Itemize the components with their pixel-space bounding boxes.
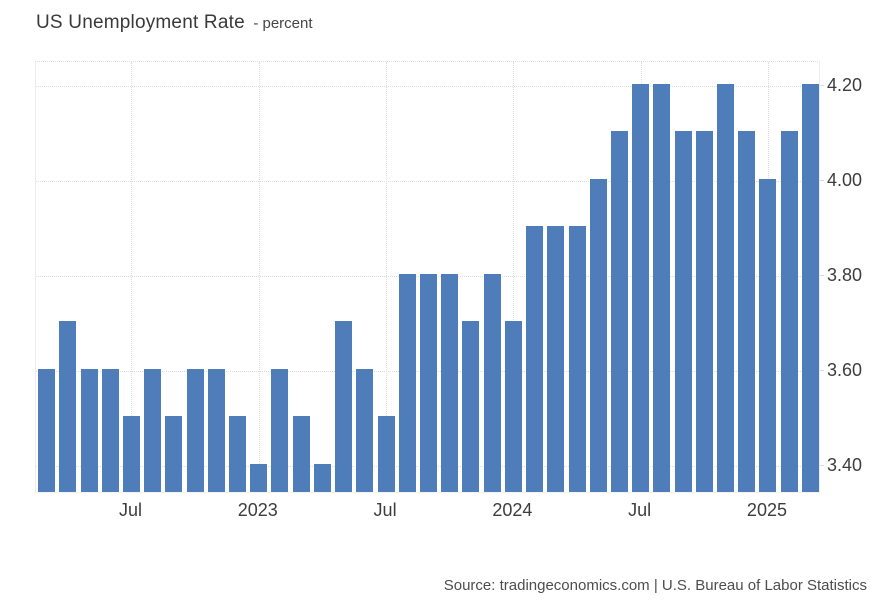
- bar-2024-02[interactable]: [526, 226, 544, 492]
- source-text: Source: tradingeconomics.com | U.S. Bure…: [443, 577, 867, 594]
- bar-2023-05[interactable]: [335, 321, 353, 492]
- bar-2022-09[interactable]: [165, 416, 183, 492]
- bar-2024-08[interactable]: [653, 83, 671, 492]
- bar-2024-03[interactable]: [547, 226, 565, 492]
- bar-2023-01[interactable]: [250, 463, 268, 492]
- bar-2022-06[interactable]: [101, 368, 119, 492]
- bar-2024-09[interactable]: [674, 131, 692, 492]
- bar-2023-09[interactable]: [420, 273, 437, 492]
- y-tick-label: 3.40: [827, 454, 863, 475]
- bar-2024-04[interactable]: [568, 226, 586, 492]
- v-gridline: [131, 62, 133, 492]
- bar-2023-07[interactable]: [377, 416, 395, 492]
- h-gridline: [36, 180, 819, 182]
- bar-2023-06[interactable]: [356, 368, 374, 492]
- bar-2022-08[interactable]: [144, 368, 162, 492]
- x-tick-label: Jul: [628, 500, 652, 520]
- bar-2022-04[interactable]: [59, 321, 77, 492]
- v-gridline: [513, 62, 515, 492]
- plot-area[interactable]: [35, 61, 820, 493]
- bar-2022-03[interactable]: [38, 368, 56, 492]
- h-gridline: [36, 85, 819, 87]
- y-tick-label: 4.20: [827, 74, 863, 95]
- y-tick-mark: [820, 84, 824, 86]
- bar-2024-01[interactable]: [504, 321, 522, 492]
- bar-2025-01[interactable]: [759, 178, 777, 492]
- bar-2023-10[interactable]: [441, 273, 459, 492]
- bar-2024-12[interactable]: [738, 131, 756, 492]
- bar-2025-03[interactable]: [801, 83, 819, 492]
- y-tick-mark: [820, 179, 824, 181]
- y-tick-label: 4.00: [827, 169, 863, 190]
- y-tick-mark: [820, 464, 824, 466]
- y-tick-label: 3.60: [827, 359, 863, 380]
- bar-2024-10[interactable]: [695, 131, 713, 492]
- bar-2022-10[interactable]: [186, 368, 204, 492]
- bar-2024-05[interactable]: [589, 178, 607, 492]
- chart-header: US Unemployment Rate - percent: [36, 12, 313, 34]
- x-tick-label: Jul: [118, 500, 142, 520]
- bar-2024-11[interactable]: [717, 83, 735, 492]
- bar-2023-11[interactable]: [462, 321, 480, 492]
- bar-2024-06[interactable]: [610, 131, 628, 492]
- page-subtitle: - percent: [253, 15, 313, 32]
- v-gridline: [258, 62, 260, 492]
- bar-2022-07[interactable]: [122, 416, 140, 492]
- bar-2023-04[interactable]: [313, 463, 331, 492]
- x-tick-label: 2024: [492, 500, 533, 520]
- x-tick-label: 2023: [237, 500, 278, 520]
- bar-2023-02[interactable]: [271, 368, 289, 492]
- x-tick-label: 2025: [746, 500, 787, 520]
- bar-2022-05[interactable]: [80, 368, 98, 492]
- page-title: US Unemployment Rate: [36, 12, 245, 33]
- y-tick-mark: [820, 274, 824, 276]
- bar-2023-08[interactable]: [398, 273, 416, 492]
- bar-2023-12[interactable]: [483, 273, 501, 492]
- bar-2024-07[interactable]: [632, 83, 650, 492]
- y-tick-mark: [820, 369, 824, 371]
- x-tick-label: Jul: [373, 500, 397, 520]
- bar-2022-12[interactable]: [229, 416, 247, 492]
- bar-2022-11[interactable]: [207, 368, 225, 492]
- bar-2023-03[interactable]: [292, 416, 310, 492]
- v-gridline: [386, 62, 388, 492]
- y-tick-label: 3.80: [827, 264, 863, 285]
- bar-2025-02[interactable]: [780, 131, 798, 492]
